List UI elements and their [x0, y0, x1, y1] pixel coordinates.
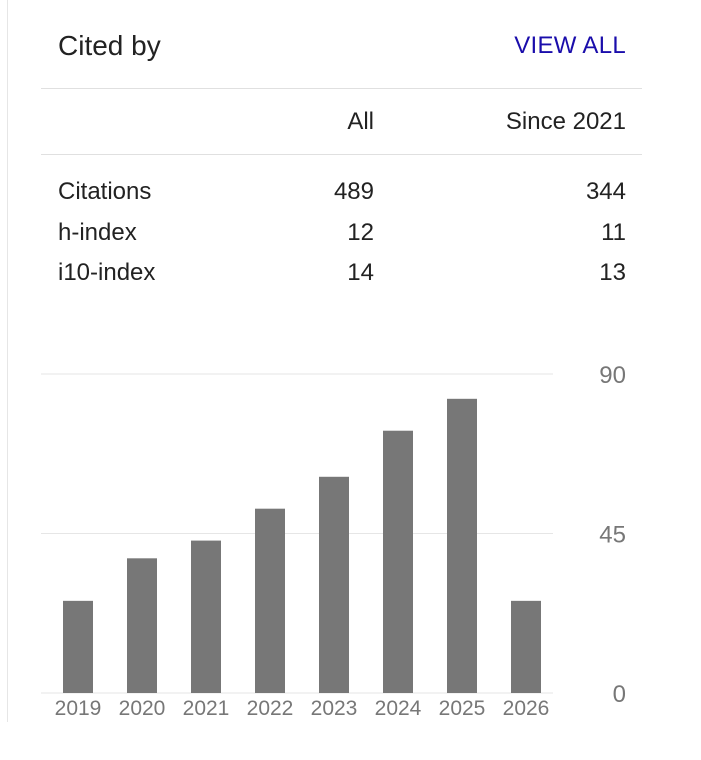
row-value-all: 14	[347, 259, 374, 286]
header-divider	[41, 88, 642, 89]
bar-2024[interactable]	[383, 430, 413, 693]
bar-2025[interactable]	[447, 398, 477, 693]
bar-2022[interactable]	[255, 508, 285, 693]
citations-bar-chart: 0 45 90 2019 2020 2021 2022 2023 2024 2025 2026	[41, 362, 626, 720]
bar-2019[interactable]	[63, 600, 93, 693]
row-label: h-index	[58, 219, 137, 246]
bar-2020[interactable]	[127, 558, 157, 693]
x-tick-label: 2022	[247, 697, 294, 720]
x-tick-label: 2024	[375, 697, 422, 720]
row-value-since: 13	[599, 259, 626, 286]
x-tick-label: 2023	[311, 697, 358, 720]
column-header-all: All	[347, 108, 374, 135]
table-row-i10-index: i10-index 14 13	[0, 258, 701, 298]
x-tick-label: 2021	[183, 697, 230, 720]
table-row-citations: Citations 489 344	[0, 177, 701, 217]
y-tick-label: 90	[599, 362, 626, 389]
y-tick-label: 45	[599, 522, 626, 549]
x-tick-label: 2019	[55, 697, 102, 720]
view-all-link[interactable]: VIEW ALL	[514, 32, 626, 59]
x-tick-label: 2026	[503, 697, 550, 720]
row-label: i10-index	[58, 259, 156, 286]
bar-2021[interactable]	[191, 540, 221, 693]
cited-by-title: Cited by	[58, 30, 161, 61]
table-header-divider	[41, 154, 642, 155]
table-row-h-index: h-index 12 11	[0, 218, 701, 258]
column-header-since: Since 2021	[505, 108, 626, 135]
x-tick-label: 2020	[119, 697, 166, 720]
x-tick-label: 2025	[439, 697, 486, 720]
bar-2023[interactable]	[319, 476, 349, 693]
row-value-since: 344	[585, 178, 626, 205]
panel-left-border	[7, 0, 8, 722]
row-value-all: 12	[347, 219, 374, 246]
row-value-since: 11	[601, 219, 626, 246]
row-value-all: 489	[333, 178, 374, 205]
row-label: Citations	[58, 178, 152, 205]
y-tick-label: 0	[613, 681, 626, 708]
bar-2026[interactable]	[511, 600, 541, 693]
